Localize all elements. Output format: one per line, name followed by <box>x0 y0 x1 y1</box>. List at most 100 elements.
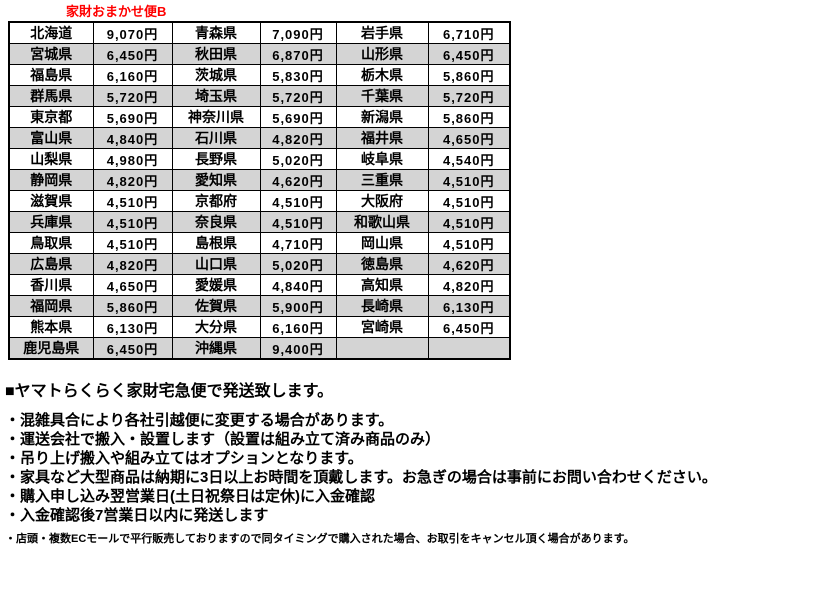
price-cell: 4,510円 <box>427 232 511 254</box>
price-cell: 9,070円 <box>92 21 173 44</box>
prefecture-cell: 愛知県 <box>171 169 261 191</box>
note-bullet-item: ・運送会社で搬入・設置します（設置は組み立て済み商品のみ） <box>5 431 441 448</box>
prefecture-cell: 岐阜県 <box>335 148 429 170</box>
price-cell: 4,980円 <box>92 148 173 170</box>
price-cell: 9,400円 <box>259 337 337 360</box>
price-cell: 6,160円 <box>92 64 173 86</box>
prefecture-cell: 佐賀県 <box>171 295 261 317</box>
price-cell: 4,510円 <box>427 169 511 191</box>
price-cell: 4,820円 <box>92 169 173 191</box>
price-cell: 4,510円 <box>92 190 173 212</box>
price-cell: 5,720円 <box>259 85 337 107</box>
price-cell: 6,450円 <box>92 43 173 65</box>
prefecture-cell: 香川県 <box>8 274 94 296</box>
price-cell: 5,690円 <box>92 106 173 128</box>
table-row: 兵庫県 4,510円 奈良県 4,510円 和歌山県 4,510円 <box>8 211 511 233</box>
price-cell: 4,820円 <box>92 253 173 275</box>
prefecture-cell: 富山県 <box>8 127 94 149</box>
price-cell: 4,650円 <box>92 274 173 296</box>
price-cell: 5,690円 <box>259 106 337 128</box>
shipping-notes-section: ■ヤマトらくらく家財宅急便で発送致します。 ・混雑具合により各社引越便に変更する… <box>5 382 822 546</box>
price-cell: 4,540円 <box>427 148 511 170</box>
note-bullet-item: ・家具など大型商品は納期に3日以上お時間を頂戴します。お急ぎの場合は事前にお問い… <box>5 469 717 486</box>
price-cell: 4,650円 <box>427 127 511 149</box>
price-cell: 5,860円 <box>92 295 173 317</box>
price-cell: 5,860円 <box>427 106 511 128</box>
prefecture-cell: 群馬県 <box>8 85 94 107</box>
prefecture-cell: 奈良県 <box>171 211 261 233</box>
table-row: 鳥取県 4,510円 島根県 4,710円 岡山県 4,510円 <box>8 232 511 254</box>
table-row: 宮城県 6,450円 秋田県 6,870円 山形県 6,450円 <box>8 43 511 65</box>
table-row: 熊本県 6,130円 大分県 6,160円 宮崎県 6,450円 <box>8 316 511 338</box>
prefecture-cell: 長野県 <box>171 148 261 170</box>
table-row: 福島県 6,160円 茨城県 5,830円 栃木県 5,860円 <box>8 64 511 86</box>
table-row: 群馬県 5,720円 埼玉県 5,720円 千葉県 5,720円 <box>8 85 511 107</box>
price-cell: 4,620円 <box>259 169 337 191</box>
table-row: 静岡県 4,820円 愛知県 4,620円 三重県 4,510円 <box>8 169 511 191</box>
prefecture-cell: 宮崎県 <box>335 316 429 338</box>
price-cell: 6,130円 <box>92 316 173 338</box>
prefecture-cell: 青森県 <box>171 21 261 44</box>
prefecture-cell: 広島県 <box>8 253 94 275</box>
prefecture-cell: 大分県 <box>171 316 261 338</box>
price-cell: 5,860円 <box>427 64 511 86</box>
prefecture-cell: 石川県 <box>171 127 261 149</box>
prefecture-cell: 長崎県 <box>335 295 429 317</box>
price-cell: 5,720円 <box>427 85 511 107</box>
table-row: 滋賀県 4,510円 京都府 4,510円 大阪府 4,510円 <box>8 190 511 212</box>
prefecture-cell: 島根県 <box>171 232 261 254</box>
price-cell: 6,450円 <box>427 43 511 65</box>
prefecture-cell: 京都府 <box>171 190 261 212</box>
prefecture-cell: 山口県 <box>171 253 261 275</box>
price-cell: 5,900円 <box>259 295 337 317</box>
prefecture-cell: 北海道 <box>8 21 94 44</box>
price-cell: 6,450円 <box>92 337 173 360</box>
table-row: 鹿児島県 6,450円 沖縄県 9,400円 <box>8 337 511 360</box>
prefecture-cell: 茨城県 <box>171 64 261 86</box>
prefecture-cell: 愛媛県 <box>171 274 261 296</box>
table-row: 東京都 5,690円 神奈川県 5,690円 新潟県 5,860円 <box>8 106 511 128</box>
cancellation-small-note: ・店頭・複数ECモールで平行販売しておりますので同タイミングで購入された場合、お… <box>5 533 635 545</box>
prefecture-cell: 新潟県 <box>335 106 429 128</box>
price-cell: 5,830円 <box>259 64 337 86</box>
prefecture-cell: 山形県 <box>335 43 429 65</box>
prefecture-cell: 三重県 <box>335 169 429 191</box>
price-cell: 4,840円 <box>259 274 337 296</box>
price-cell: 6,870円 <box>259 43 337 65</box>
price-cell: 4,510円 <box>427 190 511 212</box>
price-cell: 4,510円 <box>92 211 173 233</box>
prefecture-cell: 鳥取県 <box>8 232 94 254</box>
price-cell: 4,510円 <box>259 190 337 212</box>
prefecture-cell: 東京都 <box>8 106 94 128</box>
prefecture-cell: 高知県 <box>335 274 429 296</box>
note-bullet-item: ・入金確認後7営業日以内に発送します <box>5 507 269 524</box>
prefecture-cell: 山梨県 <box>8 148 94 170</box>
prefecture-cell: 大阪府 <box>335 190 429 212</box>
price-cell: 4,510円 <box>259 211 337 233</box>
price-cell: 6,130円 <box>427 295 511 317</box>
prefecture-cell: 福岡県 <box>8 295 94 317</box>
shipping-fee-page: 家財おまかせ便B 北海道 9,070円 青森県 7,090円 岩手県 6,710円 宮城県 6… <box>0 4 822 595</box>
note-bullet-item: ・購入申し込み翌営業日(土日祝祭日は定休)に入金確認 <box>5 488 375 505</box>
price-cell: 4,620円 <box>427 253 511 275</box>
prefecture-cell: 静岡県 <box>8 169 94 191</box>
price-cell: 6,160円 <box>259 316 337 338</box>
table-row: 山梨県 4,980円 長野県 5,020円 岐阜県 4,540円 <box>8 148 511 170</box>
prefecture-cell: 徳島県 <box>335 253 429 275</box>
price-cell: 4,510円 <box>92 232 173 254</box>
shipping-plan-title: 家財おまかせ便B <box>66 4 167 19</box>
prefecture-cell <box>335 337 429 360</box>
notes-bullet-list: ・混雑具合により各社引越便に変更する場合があります。 ・運送会社で搬入・設置します… <box>5 411 822 525</box>
price-cell: 6,710円 <box>427 21 511 44</box>
price-cell <box>427 337 511 360</box>
prefecture-cell: 福島県 <box>8 64 94 86</box>
price-cell: 7,090円 <box>259 21 337 44</box>
table-row: 富山県 4,840円 石川県 4,820円 福井県 4,650円 <box>8 127 511 149</box>
prefecture-cell: 神奈川県 <box>171 106 261 128</box>
price-cell: 4,510円 <box>427 211 511 233</box>
price-cell: 4,710円 <box>259 232 337 254</box>
prefecture-cell: 宮城県 <box>8 43 94 65</box>
price-cell: 4,820円 <box>259 127 337 149</box>
price-cell: 5,020円 <box>259 253 337 275</box>
prefecture-cell: 滋賀県 <box>8 190 94 212</box>
